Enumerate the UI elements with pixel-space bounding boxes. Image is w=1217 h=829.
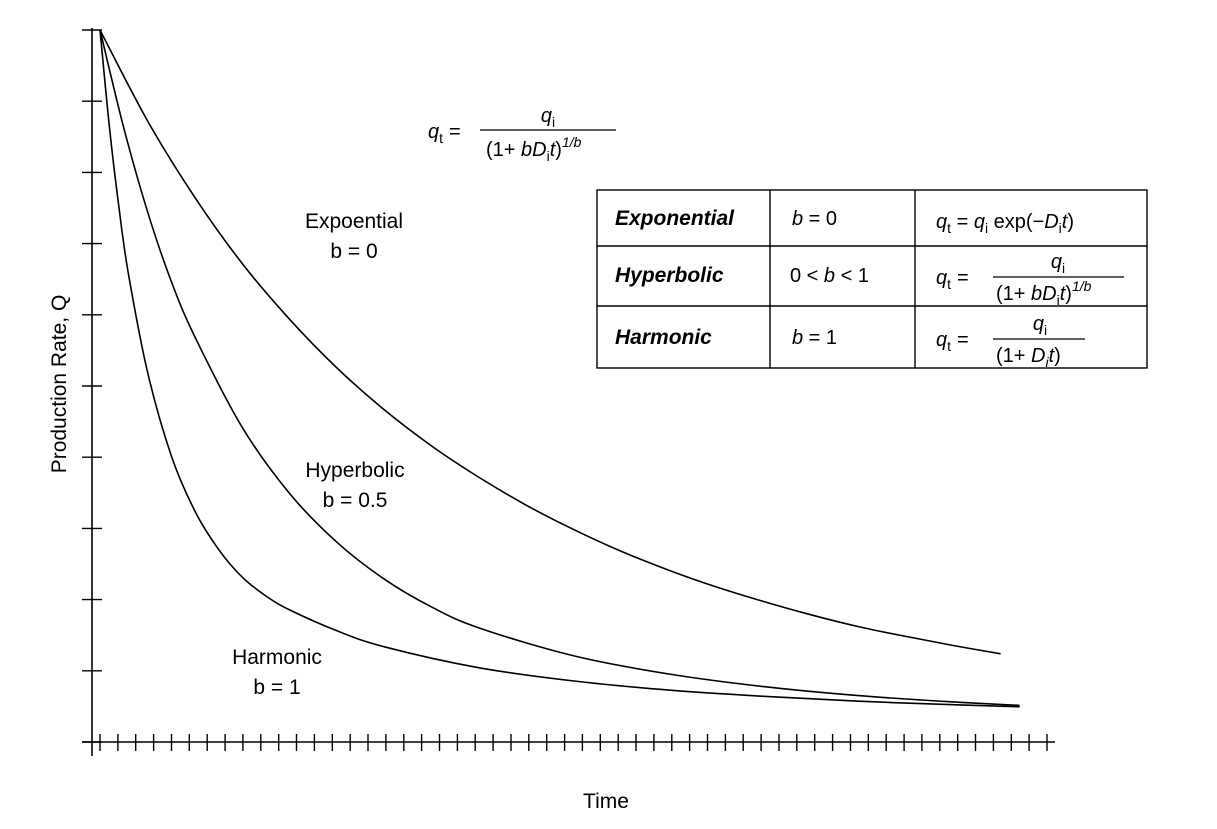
svg-text:qt=: qt = (936, 267, 969, 292)
series-line-hyperbolic (99, 29, 1020, 707)
svg-text:qi: qi (1033, 313, 1047, 338)
decline-type-table: Exponential b = 0 qt = qi exp(−Dit) Hype… (596, 189, 1148, 370)
decline-curves (99, 29, 1020, 708)
table-cell-b: 0 < b < 1 (790, 265, 869, 287)
table-cell-b: b = 0 (792, 208, 837, 230)
table-cell-type: Harmonic (615, 326, 712, 349)
curve-label-exponential: Expoential b = 0 (305, 210, 403, 263)
svg-text:b = 0.5: b = 0.5 (323, 489, 388, 512)
svg-text:b = 1: b = 1 (253, 676, 300, 699)
series-line-harmonic (99, 29, 1020, 708)
svg-text:(1+ bDit)1/b: (1+ bDit)1/b (486, 134, 582, 164)
table-cell-type: Exponential (615, 207, 735, 230)
table-row: Harmonic b = 1 qt = qi (1+ Dit) (615, 313, 1085, 370)
svg-text:(1+ bDit)1/b: (1+ bDit)1/b (996, 278, 1092, 308)
table-cell-formula: qt = qi (1+ Dit) (936, 313, 1085, 370)
svg-text:qi: qi (1051, 251, 1065, 276)
table-row: Hyperbolic 0 < b < 1 qt = qi (1+ bDit)1/b (615, 251, 1124, 308)
svg-text:Expoential: Expoential (305, 210, 403, 233)
svg-text:b = 0: b = 0 (330, 240, 377, 263)
table-cell-formula: qt = qi exp(−Dit) (936, 211, 1074, 236)
series-line-expoential (99, 29, 1001, 655)
svg-text:Hyperbolic: Hyperbolic (305, 459, 404, 482)
x-ticks (99, 734, 1048, 751)
table-cell-formula: qt = qi (1+ bDit)1/b (936, 251, 1124, 308)
table-cell-type: Hyperbolic (615, 264, 724, 287)
x-axis-label: Time (583, 790, 629, 813)
table-cell-b: b = 1 (792, 327, 837, 349)
curve-label-harmonic: Harmonic b = 1 (232, 646, 322, 699)
svg-text:qt=: qt = (428, 121, 461, 146)
curve-label-hyperbolic: Hyperbolic b = 0.5 (305, 459, 404, 512)
general-decline-formula: qt = qi (1+ bDit)1/b (428, 105, 616, 164)
svg-text:qt=: qt = (936, 329, 969, 354)
svg-text:Harmonic: Harmonic (232, 646, 322, 669)
svg-text:qi: qi (541, 105, 555, 130)
y-axis-label: Production Rate, Q (48, 295, 71, 474)
y-ticks (82, 29, 102, 743)
svg-text:(1+ Dit): (1+ Dit) (996, 345, 1061, 370)
table-row: Exponential b = 0 qt = qi exp(−Dit) (615, 207, 1074, 236)
